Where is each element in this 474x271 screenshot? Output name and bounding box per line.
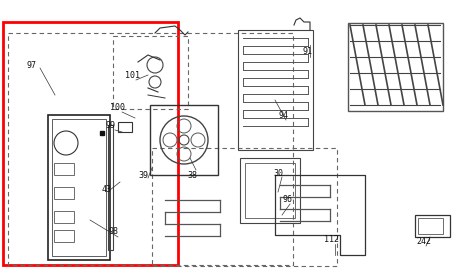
Text: 91: 91 — [303, 47, 313, 56]
Bar — [152, 148, 337, 266]
Text: 94: 94 — [279, 111, 289, 120]
Bar — [415, 215, 450, 237]
Text: 96: 96 — [283, 195, 293, 205]
Text: 101: 101 — [126, 72, 140, 80]
Bar — [240, 158, 300, 223]
Text: 112: 112 — [325, 235, 339, 244]
Text: 97: 97 — [27, 60, 37, 69]
Bar — [113, 36, 188, 109]
Text: 38: 38 — [187, 170, 197, 179]
Bar — [238, 30, 313, 150]
Bar — [52, 119, 106, 256]
Bar — [108, 125, 113, 250]
Text: 98: 98 — [109, 227, 119, 237]
Bar — [3, 22, 178, 265]
Bar — [54, 163, 74, 175]
Bar — [118, 122, 132, 132]
Text: 99: 99 — [106, 121, 116, 131]
Text: 100: 100 — [110, 104, 126, 112]
Text: 242: 242 — [417, 237, 431, 247]
Text: 39: 39 — [138, 172, 148, 180]
Bar — [150, 105, 218, 175]
Bar — [48, 115, 110, 260]
Bar — [54, 230, 74, 242]
Bar — [418, 218, 443, 234]
Text: 43: 43 — [102, 186, 112, 195]
Text: 30: 30 — [273, 169, 283, 178]
Bar — [54, 211, 74, 223]
Bar — [54, 187, 74, 199]
Bar — [348, 23, 443, 111]
Bar — [245, 163, 295, 218]
Bar — [8, 33, 293, 265]
